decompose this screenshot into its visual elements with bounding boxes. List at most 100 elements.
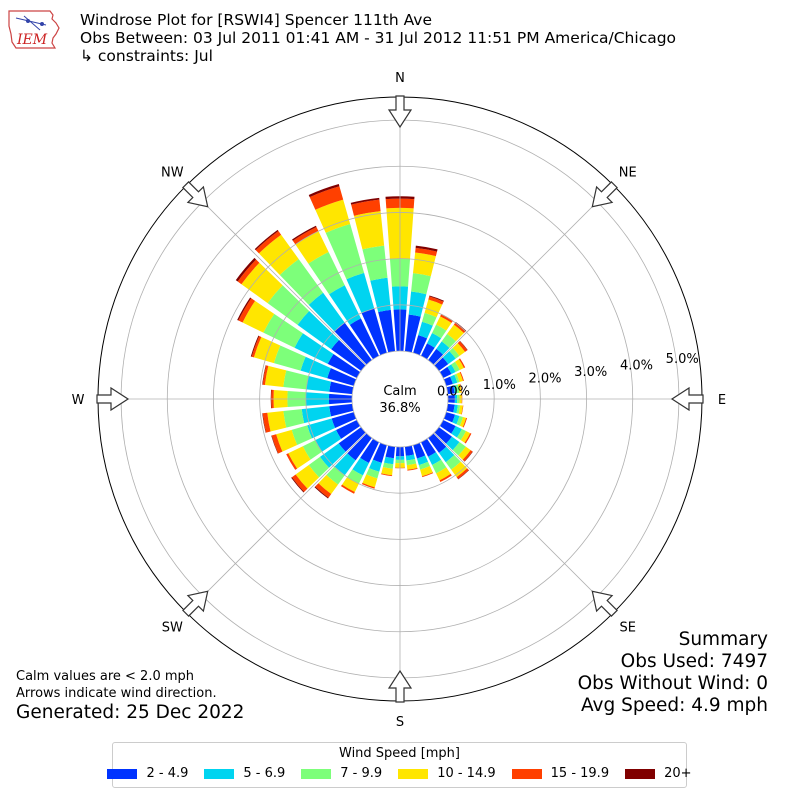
windrose-bar-segment	[452, 414, 460, 425]
windrose-bar-segment	[458, 446, 471, 460]
windrose-bar-segment	[238, 298, 256, 323]
calm-label: Calm	[383, 384, 416, 399]
windrose-bar-segment	[334, 322, 372, 365]
windrose-bar-segment	[292, 225, 317, 241]
windrose-bar-segment	[309, 186, 344, 210]
windrose-bar-segment	[254, 229, 279, 251]
radial-tick-label: 2.0%	[528, 372, 561, 387]
direction-label-w: W	[72, 393, 85, 408]
windrose-bar-segment	[428, 348, 444, 365]
direction-label-e: E	[718, 393, 726, 408]
legend-item: 2 - 4.9	[107, 766, 188, 781]
windrose-bar-segment	[406, 463, 418, 470]
windrose-bar-segment	[315, 483, 332, 498]
windrose-bar-segment	[237, 259, 260, 285]
windrose-bar-segment	[438, 446, 455, 463]
windrose-bar-segment	[295, 465, 320, 489]
windrose-bar-segment	[462, 417, 468, 428]
radial-tick-label: 3.0%	[574, 365, 607, 380]
windrose-bar-segment	[291, 477, 305, 493]
windrose-bar-segment	[404, 314, 421, 353]
windrose-bar-segment	[327, 353, 361, 379]
direction-arrow-icon	[591, 181, 618, 208]
windrose-bar-segment	[288, 446, 311, 469]
windrose-bar-segment	[462, 450, 473, 462]
legend-label: 5 - 6.9	[243, 766, 286, 781]
windrose-bar-segment	[360, 438, 380, 463]
windrose-bar-segment	[454, 373, 460, 383]
windrose-bar-segment	[452, 343, 466, 356]
windrose-bar-segment	[263, 313, 303, 348]
windrose-bar-segment	[413, 252, 436, 277]
windrose-bar-segment	[442, 351, 456, 365]
windrose-bar-segment	[315, 430, 342, 452]
windrose-bar-segment	[428, 296, 444, 305]
windrose-bar-segment	[237, 297, 252, 321]
windrose-bar-segment	[301, 406, 332, 424]
windrose-bar-segment	[404, 445, 414, 456]
avg-speed: Avg Speed: 4.9 mph	[580, 695, 768, 716]
obs-without-wind: Obs Without Wind: 0	[577, 673, 768, 694]
legend-label: 7 - 9.9	[340, 766, 383, 781]
direction-arrow-icon	[182, 590, 209, 617]
direction-arrow-icon	[96, 386, 130, 412]
windrose-bar-segment	[418, 461, 430, 470]
arrow-note: Arrows indicate wind direction.	[16, 686, 217, 701]
summary-block: Summary Obs Used: 7497 Obs Without Wind:…	[578, 629, 768, 717]
windrose-bar-segment	[267, 285, 310, 325]
windrose-bar-segment	[450, 374, 458, 384]
direction-label-ne: NE	[619, 165, 637, 180]
windrose-bar-segment	[283, 409, 305, 428]
windrose-bar-segment	[439, 366, 452, 379]
windrose-bar-segment	[331, 412, 357, 429]
windrose-bar-segment	[326, 466, 345, 485]
windrose-bar-segment	[439, 419, 456, 434]
direction-label-n: N	[395, 71, 405, 86]
chart-title: Windrose Plot for [RSWI4] Spencer 111th …	[80, 11, 432, 29]
windrose-bar-segment	[251, 336, 262, 358]
legend-item: 10 - 14.9	[398, 766, 496, 781]
windrose-bar-segment	[453, 385, 457, 394]
windrose-bar-segment	[276, 429, 298, 452]
windrose-bar-segment	[451, 361, 460, 372]
windrose-bar-segment	[451, 461, 468, 478]
windrose-bar-segment	[381, 467, 393, 476]
windrose-bar-segment	[457, 383, 462, 393]
windrose-bar-segment	[347, 469, 363, 484]
legend-swatch	[625, 768, 656, 779]
windrose-bars	[235, 184, 473, 499]
grid-ring	[351, 350, 449, 448]
windrose-bar-segment	[413, 335, 428, 356]
windrose-bar-segment	[334, 453, 356, 476]
legend: Wind Speed [mph] 2 - 4.9 5 - 6.9 7 - 9.9 10…	[107, 742, 692, 788]
windrose-bar-segment	[262, 365, 267, 385]
legend-swatch	[398, 768, 429, 779]
windrose-bar-segment	[273, 345, 306, 371]
direction-arrow-icon	[387, 95, 413, 129]
windrose-bar-segment	[308, 456, 330, 478]
windrose-bar-segment	[446, 403, 455, 413]
direction-label-s: S	[396, 715, 404, 730]
windrose-bar-segment	[297, 310, 339, 350]
windrose-bar-segment	[428, 452, 442, 466]
windrose-bar-segment	[449, 347, 460, 359]
legend-items: 2 - 4.9 5 - 6.9 7 - 9.9 10 - 14.9 15 - 19.9 2…	[107, 766, 692, 781]
windrose-bar-segment	[241, 262, 283, 304]
windrose-bar-segment	[443, 412, 456, 423]
windrose-bar-segment	[443, 376, 453, 386]
windrose-bar-segment	[325, 224, 365, 280]
windrose-bar-segment	[453, 322, 466, 334]
windrose-bar-segment	[362, 245, 388, 281]
windrose-bar-segment	[459, 371, 464, 382]
notes-block: Calm values are < 2.0 mph Arrows indicat…	[16, 668, 244, 724]
windrose-bar-segment	[415, 245, 438, 252]
windrose-bar-segment	[300, 356, 331, 379]
legend-swatch	[301, 768, 332, 779]
windrose-bar-segment	[439, 473, 452, 483]
windrose-bar-segment	[456, 468, 469, 480]
iowa-outline-icon: IEM	[8, 10, 60, 49]
windrose-bar-segment	[460, 431, 471, 443]
grid-spoke	[433, 185, 614, 366]
obs-between: Obs Between: 03 Jul 2011 01:41 AM - 31 J…	[80, 29, 677, 47]
windrose-bar-segment	[370, 277, 391, 313]
